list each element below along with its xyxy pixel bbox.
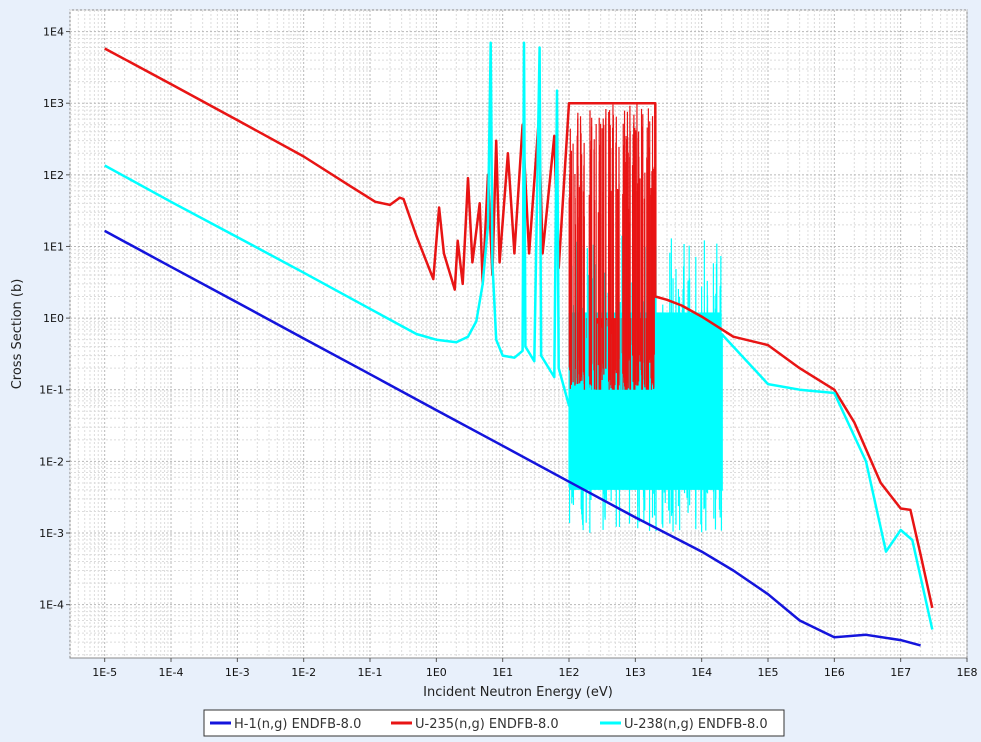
x-tick-label: 1E1 [492,666,513,679]
legend-box [203,709,785,737]
y-tick-label: 1E-3 [39,527,64,540]
series-line-2 [104,41,934,630]
x-tick-label: 1E-4 [159,666,184,679]
x-tick-label: 1E-1 [358,666,383,679]
x-tick-label: 1E5 [758,666,779,679]
y-tick-label: 1E-2 [39,455,64,468]
x-tick-label: 1E2 [559,666,580,679]
y-axis-title: Cross Section (b) [10,279,25,390]
y-tick-label: 1E2 [43,169,64,182]
resonance-bands-layer [568,104,723,533]
series-line-0 [104,229,921,647]
grid-layer [69,9,968,658]
legend-label: H-1(n,g) ENDFB-8.0 [234,717,361,732]
x-axis-title: Incident Neutron Energy (eV) [423,685,613,700]
series-line-1 [104,47,934,609]
legend: H-1(n,g) ENDFB-8.0 U-235(n,g) ENDFB-8.0 U-… [203,709,785,737]
y-tick-label: 1E1 [43,240,64,253]
x-tick-label: 1E0 [426,666,447,679]
y-tick-label: 1E3 [43,97,64,110]
y-tick-label: 1E-4 [39,599,64,612]
ticks-layer: 1E-5 1E-4 1E-3 1E-2 1E-1 1E0 1E1 1E2 1E3 1E4 1E5 1E… [39,26,977,679]
x-tick-label: 1E6 [824,666,845,679]
series-layer [104,41,934,647]
y-tick-label: 1E0 [43,312,64,325]
x-tick-label: 1E8 [957,666,978,679]
y-tick-label: 1E-1 [39,384,64,397]
x-tick-label: 1E-5 [92,666,117,679]
legend-label: U-235(n,g) ENDFB-8.0 [415,717,559,732]
y-tick-label: 1E4 [43,26,64,39]
x-tick-label: 1E4 [691,666,712,679]
x-tick-label: 1E-3 [225,666,250,679]
legend-label: U-238(n,g) ENDFB-8.0 [624,717,768,732]
x-tick-label: 1E3 [625,666,646,679]
x-tick-label: 1E-2 [291,666,316,679]
x-tick-label: 1E7 [890,666,911,679]
